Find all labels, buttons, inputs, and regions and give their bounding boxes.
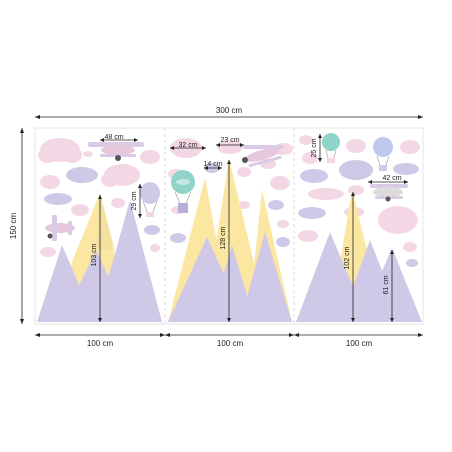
dim-label: 32 cm	[178, 142, 197, 149]
cloud-group-panel-1	[38, 138, 160, 257]
dim-total-width: 300 cm	[35, 106, 423, 119]
airplane-icon	[88, 142, 144, 161]
dim-label: 100 cm	[346, 339, 373, 348]
airplane-icon	[242, 145, 283, 168]
hot-air-balloon-icon	[322, 133, 340, 163]
dim-label: 100 cm	[87, 339, 114, 348]
dim-label: 128 cm	[220, 226, 227, 249]
dim-label: 25 cm	[311, 138, 318, 157]
dim-panel-1: 100 cm	[35, 333, 165, 348]
dim-label: 14 cm	[203, 161, 222, 168]
dim-panel-2: 100 cm	[165, 333, 294, 348]
dim-label: 300 cm	[216, 106, 243, 115]
dim-label: 100 cm	[217, 339, 244, 348]
mountain-icon	[37, 193, 162, 322]
dim-label: 150 cm	[9, 213, 18, 240]
dim-label: 23 cm	[220, 137, 239, 144]
dim-total-height: 150 cm	[9, 128, 24, 324]
hot-air-balloon-icon	[140, 182, 160, 217]
dim-label: 103 cm	[91, 243, 98, 266]
dim-mountain-2: 128 cm	[220, 160, 231, 322]
dim-cloud-1: 32 cm	[170, 142, 206, 150]
dim-label: 61 cm	[383, 275, 390, 294]
mountain-icon	[168, 158, 292, 322]
dim-label: 29 cm	[131, 191, 138, 210]
dim-plane-3: 42 cm	[368, 175, 408, 184]
mountain-icon	[296, 190, 422, 322]
hot-air-balloon-icon	[373, 137, 393, 171]
airplane-icon	[45, 215, 75, 241]
hot-air-balloon-icon	[171, 170, 195, 213]
dim-plane-2: 23 cm	[216, 137, 244, 147]
dim-cloud-2: 14 cm	[203, 161, 223, 170]
dim-label: 42 cm	[382, 175, 401, 182]
dim-panel-3: 100 cm	[294, 333, 423, 348]
dim-balloon-2: 25 cm	[311, 134, 322, 162]
airplane-icon	[370, 184, 408, 202]
dim-mountain-3: 102 cm	[344, 192, 355, 322]
dim-mountain-1: 103 cm	[91, 195, 102, 322]
dim-balloon-1: 29 cm	[131, 184, 142, 218]
dim-mountain-4: 61 cm	[383, 250, 394, 322]
dim-label: 102 cm	[344, 246, 351, 269]
dim-label: 48 cm	[104, 134, 123, 141]
dim-plane-1: 48 cm	[100, 134, 138, 142]
